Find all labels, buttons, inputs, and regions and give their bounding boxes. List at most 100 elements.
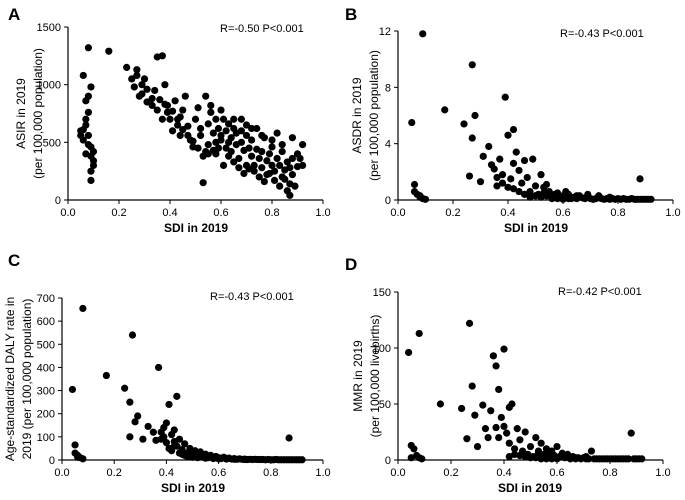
- scatter-point: [495, 385, 503, 394]
- scatter-point: [523, 173, 531, 182]
- scatter-point: [225, 120, 233, 128]
- scatter-point: [497, 413, 505, 422]
- scatter-point: [151, 86, 159, 95]
- scatter-point: [260, 177, 268, 186]
- scatter-point: [441, 106, 449, 114]
- scatter-point: [498, 171, 507, 179]
- scatter-point: [573, 192, 581, 200]
- scatter-point: [265, 169, 274, 178]
- scatter-point: [542, 180, 551, 189]
- correlation-annotation: R=-0.43 P<0.001: [560, 28, 644, 40]
- scatter-point: [199, 179, 207, 187]
- y-tick-label: 600: [37, 316, 55, 328]
- y-tick-label: 1000: [37, 80, 61, 92]
- scatter-point: [158, 52, 166, 60]
- scatter-point: [508, 400, 516, 408]
- scatter-point: [291, 182, 299, 190]
- scatter-point: [510, 445, 519, 453]
- scatter-point: [481, 425, 490, 433]
- scatter-point: [265, 150, 274, 158]
- scatter-point: [638, 455, 646, 463]
- scatter-point: [214, 124, 223, 133]
- x-tick-label: 0.4: [496, 467, 511, 479]
- scatter-point: [139, 435, 147, 443]
- scatter-point: [276, 161, 284, 169]
- scatter-point: [416, 192, 424, 200]
- scatter-point: [84, 108, 92, 116]
- y-axis-title-line: (per 100,000 livebirths): [368, 315, 382, 438]
- scatter-point: [68, 385, 77, 394]
- scatter-point: [273, 129, 281, 137]
- scatter-point: [105, 47, 113, 55]
- scatter-point: [87, 83, 95, 91]
- scatter-point: [84, 131, 92, 140]
- y-tick-label: 150: [373, 287, 391, 299]
- scatter-point: [492, 362, 500, 370]
- scatter-point: [143, 85, 151, 93]
- scatter-point: [595, 192, 603, 200]
- scatter-point: [79, 126, 87, 134]
- y-tick-label: 0: [385, 455, 391, 467]
- x-tick-label: 0.0: [54, 467, 69, 479]
- scatter-point: [248, 152, 256, 160]
- x-axis-title: SDI in 2019: [161, 481, 225, 495]
- scatter-point: [209, 146, 217, 155]
- x-tick-label: 0.0: [390, 207, 405, 219]
- scatter-point: [471, 411, 479, 419]
- scatter-points: [68, 304, 306, 464]
- x-tick-label: 0.0: [390, 467, 405, 479]
- y-tick-label: 700: [37, 293, 55, 305]
- scatter-point: [242, 121, 251, 129]
- scatter-point: [184, 122, 192, 130]
- scatter-point: [153, 106, 161, 114]
- scatter-point: [500, 345, 508, 353]
- scatter-point: [212, 115, 220, 123]
- scatter-point: [551, 190, 559, 198]
- scatter-point: [495, 434, 503, 442]
- y-tick-label: 100: [37, 432, 55, 444]
- scatter-point: [268, 143, 276, 151]
- scatter-point: [537, 171, 545, 179]
- scatter-point: [582, 453, 590, 461]
- scatter-point: [202, 92, 210, 100]
- y-tick-label: 300: [37, 386, 55, 398]
- y-tick-label: 0: [385, 195, 391, 207]
- scatter-point: [559, 195, 567, 203]
- scatter-point: [174, 115, 182, 123]
- scatter-point: [245, 144, 253, 152]
- scatter-point: [298, 456, 306, 464]
- scatter-point: [77, 131, 85, 140]
- scatter-point: [154, 363, 163, 372]
- scatter-point: [148, 101, 156, 110]
- scatter-point: [509, 159, 518, 167]
- scatter-point: [268, 136, 276, 144]
- x-tick-label: 1.0: [665, 207, 680, 219]
- scatter-point: [263, 157, 271, 165]
- scatter-point: [281, 175, 289, 183]
- scatter-point: [460, 120, 468, 128]
- x-tick-label: 0.8: [610, 207, 625, 219]
- scatter-point: [222, 144, 230, 152]
- scatter-point: [278, 141, 286, 149]
- scatter-point: [278, 147, 286, 156]
- scatter-point: [520, 156, 529, 165]
- scatter-point: [126, 433, 134, 441]
- scatter-point: [286, 191, 294, 199]
- scatter-point: [484, 434, 492, 442]
- x-axis-title: SDI in 2019: [164, 221, 228, 235]
- scatter-point: [268, 161, 276, 169]
- x-axis-title: SDI in 2019: [498, 481, 562, 495]
- scatter-point: [165, 444, 173, 453]
- scatter-point: [166, 115, 174, 123]
- x-tick-label: 0.6: [211, 467, 226, 479]
- scatter-point: [168, 127, 177, 135]
- scatter-point: [79, 304, 87, 313]
- scatter-point: [485, 142, 493, 151]
- scatter-point: [207, 108, 215, 116]
- x-tick-label: 0.0: [60, 207, 75, 219]
- scatter-point: [471, 111, 479, 120]
- x-tick-label: 0.2: [445, 207, 460, 219]
- y-tick-label: 8: [385, 82, 391, 94]
- scatter-point: [157, 435, 165, 443]
